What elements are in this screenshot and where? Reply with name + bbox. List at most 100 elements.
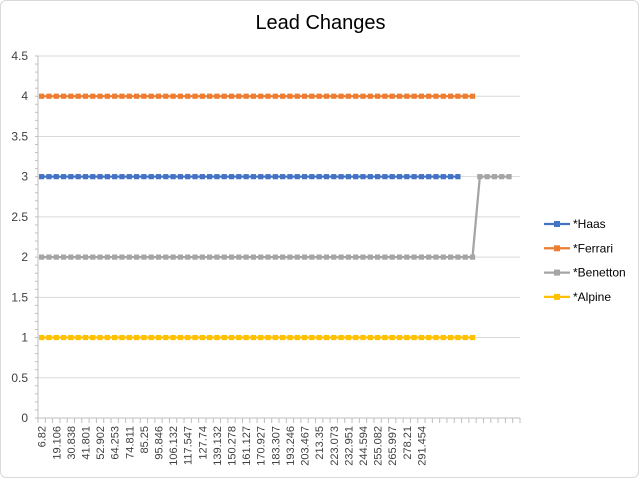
x-tick-label: 265.997 <box>387 426 399 466</box>
data-point <box>221 174 227 180</box>
data-point <box>141 93 147 99</box>
data-point <box>163 254 169 260</box>
data-point <box>148 254 154 260</box>
data-point <box>46 254 52 260</box>
data-point <box>236 254 242 260</box>
legend-marker <box>554 245 560 252</box>
x-tick-label: 161.127 <box>241 426 253 466</box>
x-tick-label: 106.132 <box>168 426 180 466</box>
data-point <box>418 93 425 99</box>
data-point <box>396 93 403 99</box>
data-point <box>338 174 344 180</box>
data-point <box>301 174 308 180</box>
data-point <box>331 254 337 260</box>
y-tick-label: 2 <box>21 250 28 264</box>
data-point <box>141 174 147 180</box>
data-point <box>360 334 366 341</box>
data-point <box>104 174 110 180</box>
data-point <box>82 254 89 260</box>
data-point <box>367 334 373 341</box>
data-point <box>236 174 242 180</box>
data-point <box>389 334 395 341</box>
data-point <box>287 254 293 260</box>
data-point <box>82 334 89 341</box>
data-point <box>440 254 446 260</box>
legend-marker <box>554 293 560 300</box>
data-point <box>97 254 103 260</box>
data-point <box>323 334 330 341</box>
data-point <box>112 254 118 260</box>
data-point <box>243 174 249 180</box>
data-point <box>367 254 373 260</box>
data-point <box>433 254 439 260</box>
legend-label: *Benetton <box>573 266 626 280</box>
data-point <box>338 254 344 260</box>
data-point <box>280 334 286 341</box>
data-point <box>396 334 403 341</box>
data-point <box>426 254 432 260</box>
data-point <box>367 93 373 99</box>
data-point <box>228 334 235 341</box>
data-point <box>104 93 110 99</box>
data-point <box>119 174 125 180</box>
x-tick-label: 117.547 <box>183 426 195 465</box>
data-point <box>411 254 417 260</box>
data-point <box>68 93 74 99</box>
x-tick-label: 139.132 <box>212 426 224 466</box>
data-point <box>353 93 359 99</box>
data-point <box>39 254 45 260</box>
x-tick-label: 203.467 <box>300 426 312 466</box>
data-point <box>192 174 198 180</box>
data-point <box>250 254 257 260</box>
data-point <box>433 174 439 180</box>
data-point <box>338 334 344 341</box>
data-point <box>250 334 257 341</box>
data-point <box>141 334 147 341</box>
data-point <box>163 93 169 99</box>
data-point <box>221 334 227 341</box>
data-point <box>97 334 103 341</box>
data-point <box>133 254 140 260</box>
x-tick-label: 291.454 <box>416 426 428 466</box>
data-point <box>104 254 110 260</box>
data-point <box>448 334 454 341</box>
data-point <box>133 334 140 341</box>
y-tick-label: 1.5 <box>11 290 28 304</box>
data-point <box>389 93 395 99</box>
y-tick-label: 3 <box>21 170 28 184</box>
x-tick-label: 64.253 <box>110 426 122 460</box>
data-point <box>199 174 205 180</box>
data-point <box>374 93 381 99</box>
x-tick-label: 127.74 <box>197 426 209 460</box>
data-point <box>163 334 169 341</box>
data-point <box>360 93 366 99</box>
data-point <box>396 174 403 180</box>
series-ferrari <box>39 93 476 99</box>
data-point <box>426 174 432 180</box>
data-point <box>60 174 67 180</box>
data-point <box>221 93 227 99</box>
data-point <box>469 334 476 341</box>
y-tick-label: 0 <box>21 411 28 425</box>
data-point <box>309 254 315 260</box>
data-point <box>294 174 300 180</box>
data-point <box>301 254 308 260</box>
data-point <box>97 174 103 180</box>
data-point <box>155 93 162 99</box>
data-point <box>46 174 52 180</box>
data-point <box>126 174 132 180</box>
data-point <box>280 254 286 260</box>
data-point <box>506 174 512 180</box>
data-point <box>462 334 468 341</box>
data-point <box>39 174 45 180</box>
data-point <box>374 254 381 260</box>
y-tick-label: 2.5 <box>11 210 28 224</box>
data-point <box>90 254 96 260</box>
data-point <box>345 174 351 180</box>
data-point <box>418 174 425 180</box>
data-point <box>426 93 432 99</box>
data-point <box>112 93 118 99</box>
data-point <box>228 254 235 260</box>
data-point <box>309 334 315 341</box>
